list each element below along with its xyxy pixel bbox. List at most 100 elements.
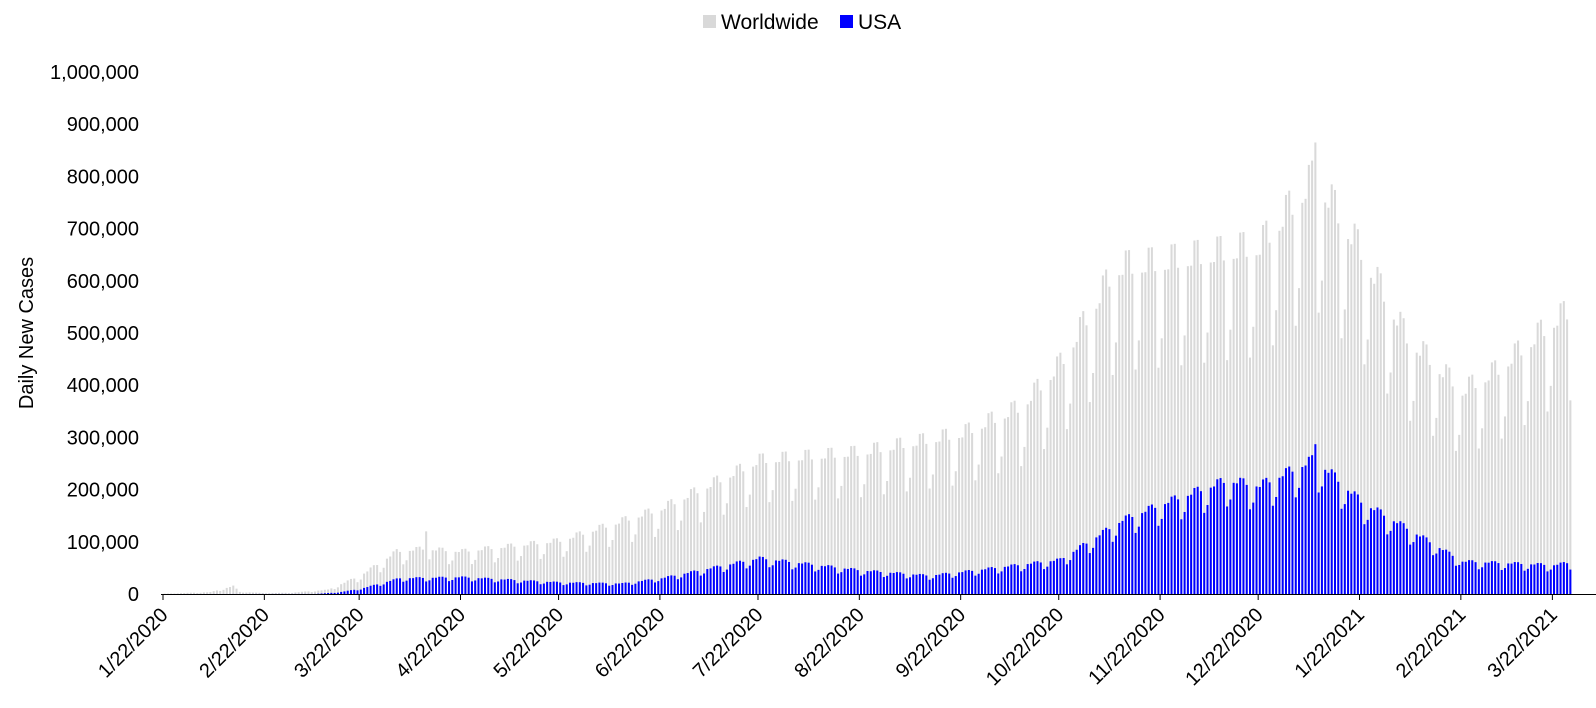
legend-label-usa: USA: [858, 11, 901, 34]
worldwide-bar: [474, 559, 477, 594]
worldwide-bar: [317, 590, 320, 594]
worldwide-bar: [1255, 255, 1258, 594]
usa-bar: [363, 587, 366, 594]
usa-bar: [820, 565, 823, 594]
worldwide-bar: [1284, 194, 1287, 595]
legend: Worldwide USA: [703, 11, 901, 34]
worldwide-bar: [382, 567, 385, 594]
usa-bar: [379, 585, 382, 594]
usa-bar: [1072, 551, 1075, 594]
worldwide-bar: [1121, 274, 1124, 594]
worldwide-bar: [732, 476, 735, 594]
worldwide-bar: [1392, 319, 1395, 594]
usa-bar: [670, 575, 673, 594]
worldwide-bar: [618, 523, 621, 594]
worldwide-bar: [1222, 260, 1225, 594]
worldwide-bar: [974, 480, 977, 594]
usa-bar: [1281, 476, 1284, 594]
usa-bar: [1134, 532, 1137, 594]
usa-bar: [856, 570, 859, 594]
worldwide-bar: [1376, 266, 1379, 594]
worldwide-bar: [1304, 198, 1307, 594]
x-tick-label: 2/22/2021: [1392, 604, 1470, 682]
worldwide-bar: [1418, 355, 1421, 594]
usa-bar: [497, 581, 500, 594]
usa-bar: [1043, 569, 1046, 594]
usa-bar: [1389, 530, 1392, 594]
worldwide-bar: [441, 547, 444, 594]
usa-bar: [624, 582, 627, 594]
usa-bar: [389, 580, 392, 594]
usa-bar: [588, 584, 591, 594]
usa-bar: [349, 590, 352, 594]
usa-bar: [1317, 492, 1320, 594]
usa-bar: [837, 573, 840, 594]
usa-bar: [1468, 560, 1471, 594]
worldwide-bar: [912, 446, 915, 594]
worldwide-bar: [1186, 266, 1189, 594]
x-tick-label: 2/22/2020: [195, 604, 273, 682]
usa-bar: [1458, 564, 1461, 594]
worldwide-bar: [1239, 232, 1242, 594]
worldwide-bar: [614, 524, 617, 594]
usa-bar: [366, 587, 369, 594]
usa-bar: [519, 582, 522, 594]
usa-bar: [683, 573, 686, 594]
usa-bar: [758, 556, 761, 594]
worldwide-bar: [1098, 303, 1101, 594]
usa-bar: [1543, 564, 1546, 594]
usa-bar: [516, 583, 519, 594]
usa-bar: [1350, 493, 1353, 594]
worldwide-bar: [425, 531, 428, 594]
usa-bar: [1549, 569, 1552, 594]
worldwide-bar: [1245, 256, 1248, 594]
usa-bar: [1353, 491, 1356, 594]
worldwide-bar: [1320, 280, 1323, 594]
worldwide-bar: [1052, 376, 1055, 594]
worldwide-bar: [215, 590, 218, 594]
usa-bar: [578, 582, 581, 594]
worldwide-bar: [1124, 250, 1127, 594]
worldwide-bar: [660, 510, 663, 594]
worldwide-bar: [886, 480, 889, 594]
worldwide-bar: [193, 592, 196, 594]
worldwide-bar: [752, 466, 755, 594]
worldwide-bar: [1007, 417, 1010, 594]
usa-bar: [788, 561, 791, 594]
worldwide-bar: [1340, 338, 1343, 594]
usa-bar: [1271, 505, 1274, 594]
worldwide-bar: [392, 551, 395, 594]
usa-bar: [889, 572, 892, 594]
worldwide-bar: [196, 593, 199, 594]
worldwide-bar: [1075, 341, 1078, 594]
usa-bar: [510, 579, 513, 594]
usa-bar: [1258, 486, 1261, 594]
usa-bar: [1402, 523, 1405, 594]
usa-bar: [843, 568, 846, 594]
usa-bar: [1154, 507, 1157, 594]
worldwide-bar: [1288, 190, 1291, 594]
worldwide-bar: [683, 499, 686, 594]
usa-bar: [608, 585, 611, 594]
usa-bar: [925, 575, 928, 594]
usa-bar: [523, 580, 526, 594]
worldwide-bar: [1500, 438, 1503, 594]
worldwide-bar: [510, 543, 513, 594]
usa-bar: [797, 563, 800, 594]
worldwide-bar: [627, 520, 630, 594]
worldwide-bar: [186, 592, 189, 594]
usa-bar: [1454, 565, 1457, 594]
usa-bar: [1203, 512, 1206, 594]
worldwide-bar: [402, 564, 405, 594]
worldwide-bar: [1059, 352, 1062, 594]
worldwide-bar: [889, 450, 892, 594]
usa-bar: [1088, 553, 1091, 594]
worldwide-bar: [1039, 390, 1042, 594]
worldwide-bar: [729, 477, 732, 594]
worldwide-bar: [1386, 393, 1389, 594]
worldwide-bar: [1314, 142, 1317, 594]
worldwide-bar: [1265, 220, 1268, 595]
worldwide-bar: [412, 550, 415, 594]
y-tick-label: 800,000: [67, 166, 139, 188]
usa-bar: [542, 583, 545, 594]
